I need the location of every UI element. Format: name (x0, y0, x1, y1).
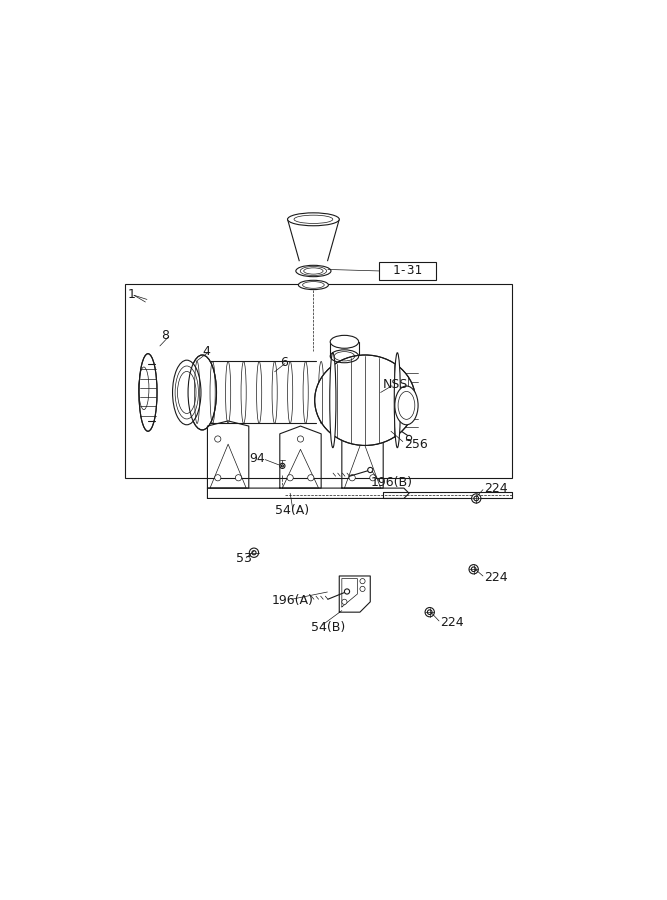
Ellipse shape (188, 355, 217, 430)
Ellipse shape (296, 266, 331, 276)
Ellipse shape (215, 436, 221, 442)
Text: 224: 224 (440, 616, 464, 629)
Text: 54(A): 54(A) (275, 504, 309, 517)
Ellipse shape (474, 496, 478, 500)
Ellipse shape (249, 548, 259, 557)
Ellipse shape (298, 280, 328, 290)
Ellipse shape (349, 474, 356, 481)
FancyBboxPatch shape (379, 262, 436, 280)
Ellipse shape (307, 474, 314, 481)
Text: 1-31: 1-31 (393, 265, 423, 277)
Ellipse shape (173, 360, 201, 425)
Text: 256: 256 (404, 437, 428, 451)
Ellipse shape (139, 354, 157, 431)
Ellipse shape (252, 551, 256, 554)
Ellipse shape (235, 474, 241, 481)
Ellipse shape (354, 421, 360, 428)
Ellipse shape (330, 336, 359, 348)
Bar (125, 284, 512, 478)
Ellipse shape (469, 564, 478, 574)
Ellipse shape (368, 467, 373, 472)
Text: 53: 53 (236, 553, 251, 565)
Ellipse shape (315, 355, 416, 446)
Text: 196(A): 196(A) (272, 594, 314, 607)
Ellipse shape (344, 589, 350, 594)
Text: 54(B): 54(B) (311, 621, 345, 634)
Ellipse shape (342, 599, 347, 605)
Ellipse shape (297, 436, 303, 442)
Ellipse shape (287, 474, 293, 481)
Text: 224: 224 (484, 482, 508, 495)
Ellipse shape (287, 212, 340, 226)
Ellipse shape (428, 610, 432, 615)
Text: 1: 1 (127, 288, 135, 301)
Ellipse shape (360, 579, 365, 584)
Ellipse shape (395, 386, 418, 425)
Text: 196(B): 196(B) (370, 476, 412, 490)
Ellipse shape (280, 464, 285, 469)
Ellipse shape (360, 586, 365, 591)
Ellipse shape (215, 474, 221, 481)
Ellipse shape (425, 608, 434, 616)
Text: 224: 224 (484, 571, 508, 583)
Ellipse shape (406, 436, 412, 440)
Ellipse shape (329, 353, 336, 447)
Text: NSS: NSS (383, 378, 409, 392)
Ellipse shape (281, 464, 283, 467)
Text: 8: 8 (161, 329, 169, 342)
Ellipse shape (370, 436, 376, 442)
Text: 4: 4 (202, 345, 210, 357)
Ellipse shape (350, 418, 363, 431)
Ellipse shape (394, 353, 400, 447)
Ellipse shape (472, 494, 481, 503)
Ellipse shape (472, 567, 476, 572)
Ellipse shape (370, 474, 376, 481)
Text: 94: 94 (249, 452, 265, 465)
Text: 6: 6 (280, 356, 287, 369)
